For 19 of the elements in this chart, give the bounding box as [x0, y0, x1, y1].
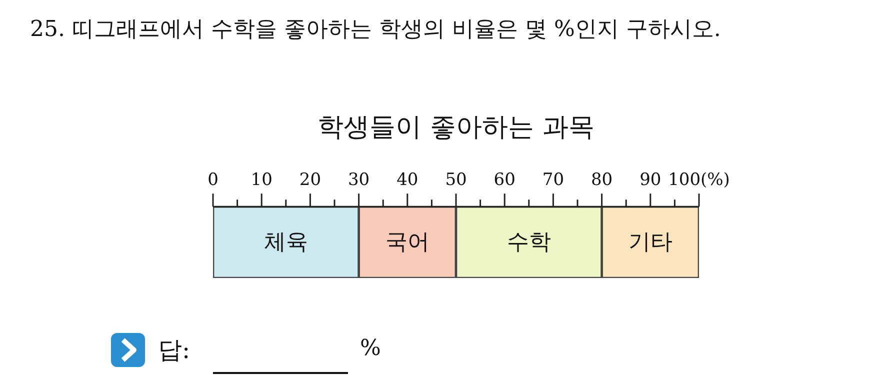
x-tick-label: 50 [445, 170, 467, 190]
x-tick-label: 10 [250, 170, 272, 190]
x-tick-label: 60 [494, 170, 516, 190]
x-tick-label: 90 [640, 170, 662, 190]
x-tick-label: 0 [208, 170, 218, 190]
series-label: 기타 [628, 230, 672, 256]
series-label: 체육 [264, 230, 308, 256]
text: % [360, 336, 381, 361]
x-tick-label: 100(%) [668, 170, 730, 190]
x-tick-label: 30 [348, 170, 370, 190]
text: 답: [158, 335, 190, 366]
x-tick-label: 80 [590, 170, 613, 190]
series-label: 국어 [385, 230, 430, 256]
x-tick-label: 40 [396, 170, 418, 190]
series-label: 수학 [506, 230, 551, 256]
text: 25. 띠그래프에서 수학을 좋아하는 학생의 비율은 몇 %인지 구하시오. [30, 16, 721, 44]
x-tick-label: 70 [542, 170, 564, 190]
chart-title: 학생들이 좋아하는 과목 [318, 112, 594, 142]
x-tick-label: 20 [299, 170, 322, 190]
